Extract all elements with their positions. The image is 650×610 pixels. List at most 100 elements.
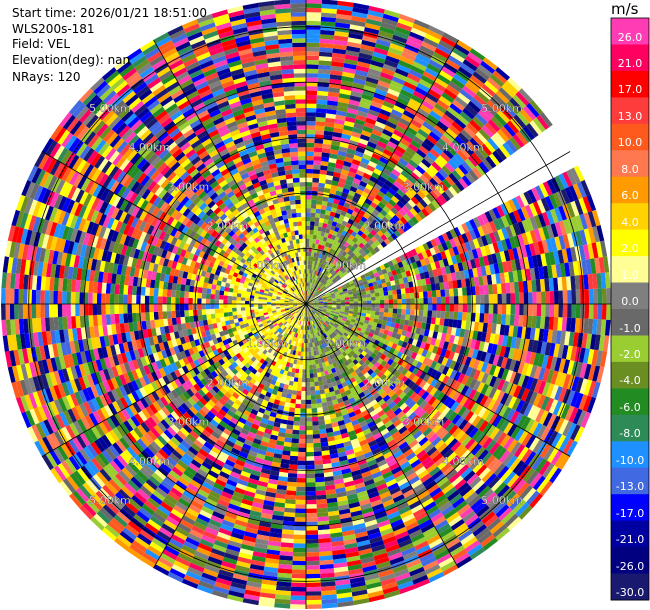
range-gate [482,158,493,171]
range-gate [319,389,325,395]
range-gate [436,289,441,298]
range-gate [414,57,429,68]
range-gate [311,203,317,209]
range-gate [462,287,467,296]
range-gate [363,229,371,236]
range-gate [293,381,298,387]
range-gate [337,0,354,8]
range-gate [327,273,333,279]
range-gate [436,310,441,319]
range-gate [285,428,293,434]
range-gate [347,37,363,44]
range-gate [453,296,459,304]
range-gate [309,364,313,370]
range-gate [597,304,603,320]
range-gate [441,113,455,125]
range-gate [329,253,335,259]
range-gate [332,44,347,51]
range-gate [351,11,368,19]
range-gate [438,181,449,192]
range-gate [320,16,337,23]
range-gate [308,296,312,301]
range-gate [410,94,424,104]
range-gate [467,304,472,313]
range-gate [349,186,358,193]
range-gate [294,517,306,522]
range-gate [381,152,391,161]
range-gate [458,304,463,313]
range-gate [400,113,413,123]
range-gate [509,282,515,294]
range-gate [295,508,306,514]
range-gate [341,256,347,262]
range-gate [314,290,318,295]
range-gate [399,216,408,225]
range-gate [318,182,326,188]
range-gate [493,113,507,127]
range-gate [350,265,356,271]
range-gate [296,390,302,396]
range-gate [448,172,459,184]
range-gate [380,198,389,206]
range-gate [310,260,313,266]
range-gate [334,31,349,38]
range-gate [343,216,350,223]
range-gate [306,60,319,65]
range-gate [336,247,342,253]
range-gate [575,304,581,319]
range-gate [441,191,451,202]
range-gate [307,269,310,274]
range-gate [381,216,390,224]
range-gate [461,175,472,187]
range-gate [478,109,491,123]
range-gate [330,207,337,213]
range-gate [349,246,356,253]
range-gate [369,190,378,198]
range-gate [416,82,431,93]
range-gate [332,254,337,261]
range-gate [369,222,376,230]
range-gate [331,221,338,227]
range-gate [346,45,361,53]
range-gate [306,147,315,152]
range-gate [360,44,375,52]
range-gate [400,154,411,163]
range-gate [336,263,341,269]
range-gate [341,269,347,274]
range-gate [391,285,397,291]
range-gate [426,63,442,74]
range-gate [505,282,511,294]
range-gate [467,155,479,167]
range-gate [445,127,458,139]
range-gate [365,76,379,85]
range-gate [364,22,381,31]
range-gate [558,290,564,304]
range-gate [501,83,516,98]
range-gate [371,304,376,308]
range-gate [321,264,326,270]
range-gate [501,283,507,294]
range-gate [383,9,401,19]
range-gate [426,29,443,40]
range-gate [428,88,442,100]
range-gate [519,128,532,143]
range-gate [438,168,449,179]
range-gate [343,160,352,168]
range-gate [441,66,456,78]
range-gate [289,407,296,413]
range-gate [301,395,306,400]
range-gate [327,252,332,258]
range-gate [309,300,314,303]
range-gate [361,39,376,48]
range-gate [291,573,306,579]
range-gate [306,29,321,35]
range-gate [575,289,581,304]
range-gate [310,395,316,400]
range-gate [363,254,370,261]
range-gate [466,122,479,135]
range-gate [313,226,319,231]
range-gate [309,265,313,270]
range-gate [351,86,364,94]
range-gate [326,170,335,177]
range-gate [519,304,524,316]
